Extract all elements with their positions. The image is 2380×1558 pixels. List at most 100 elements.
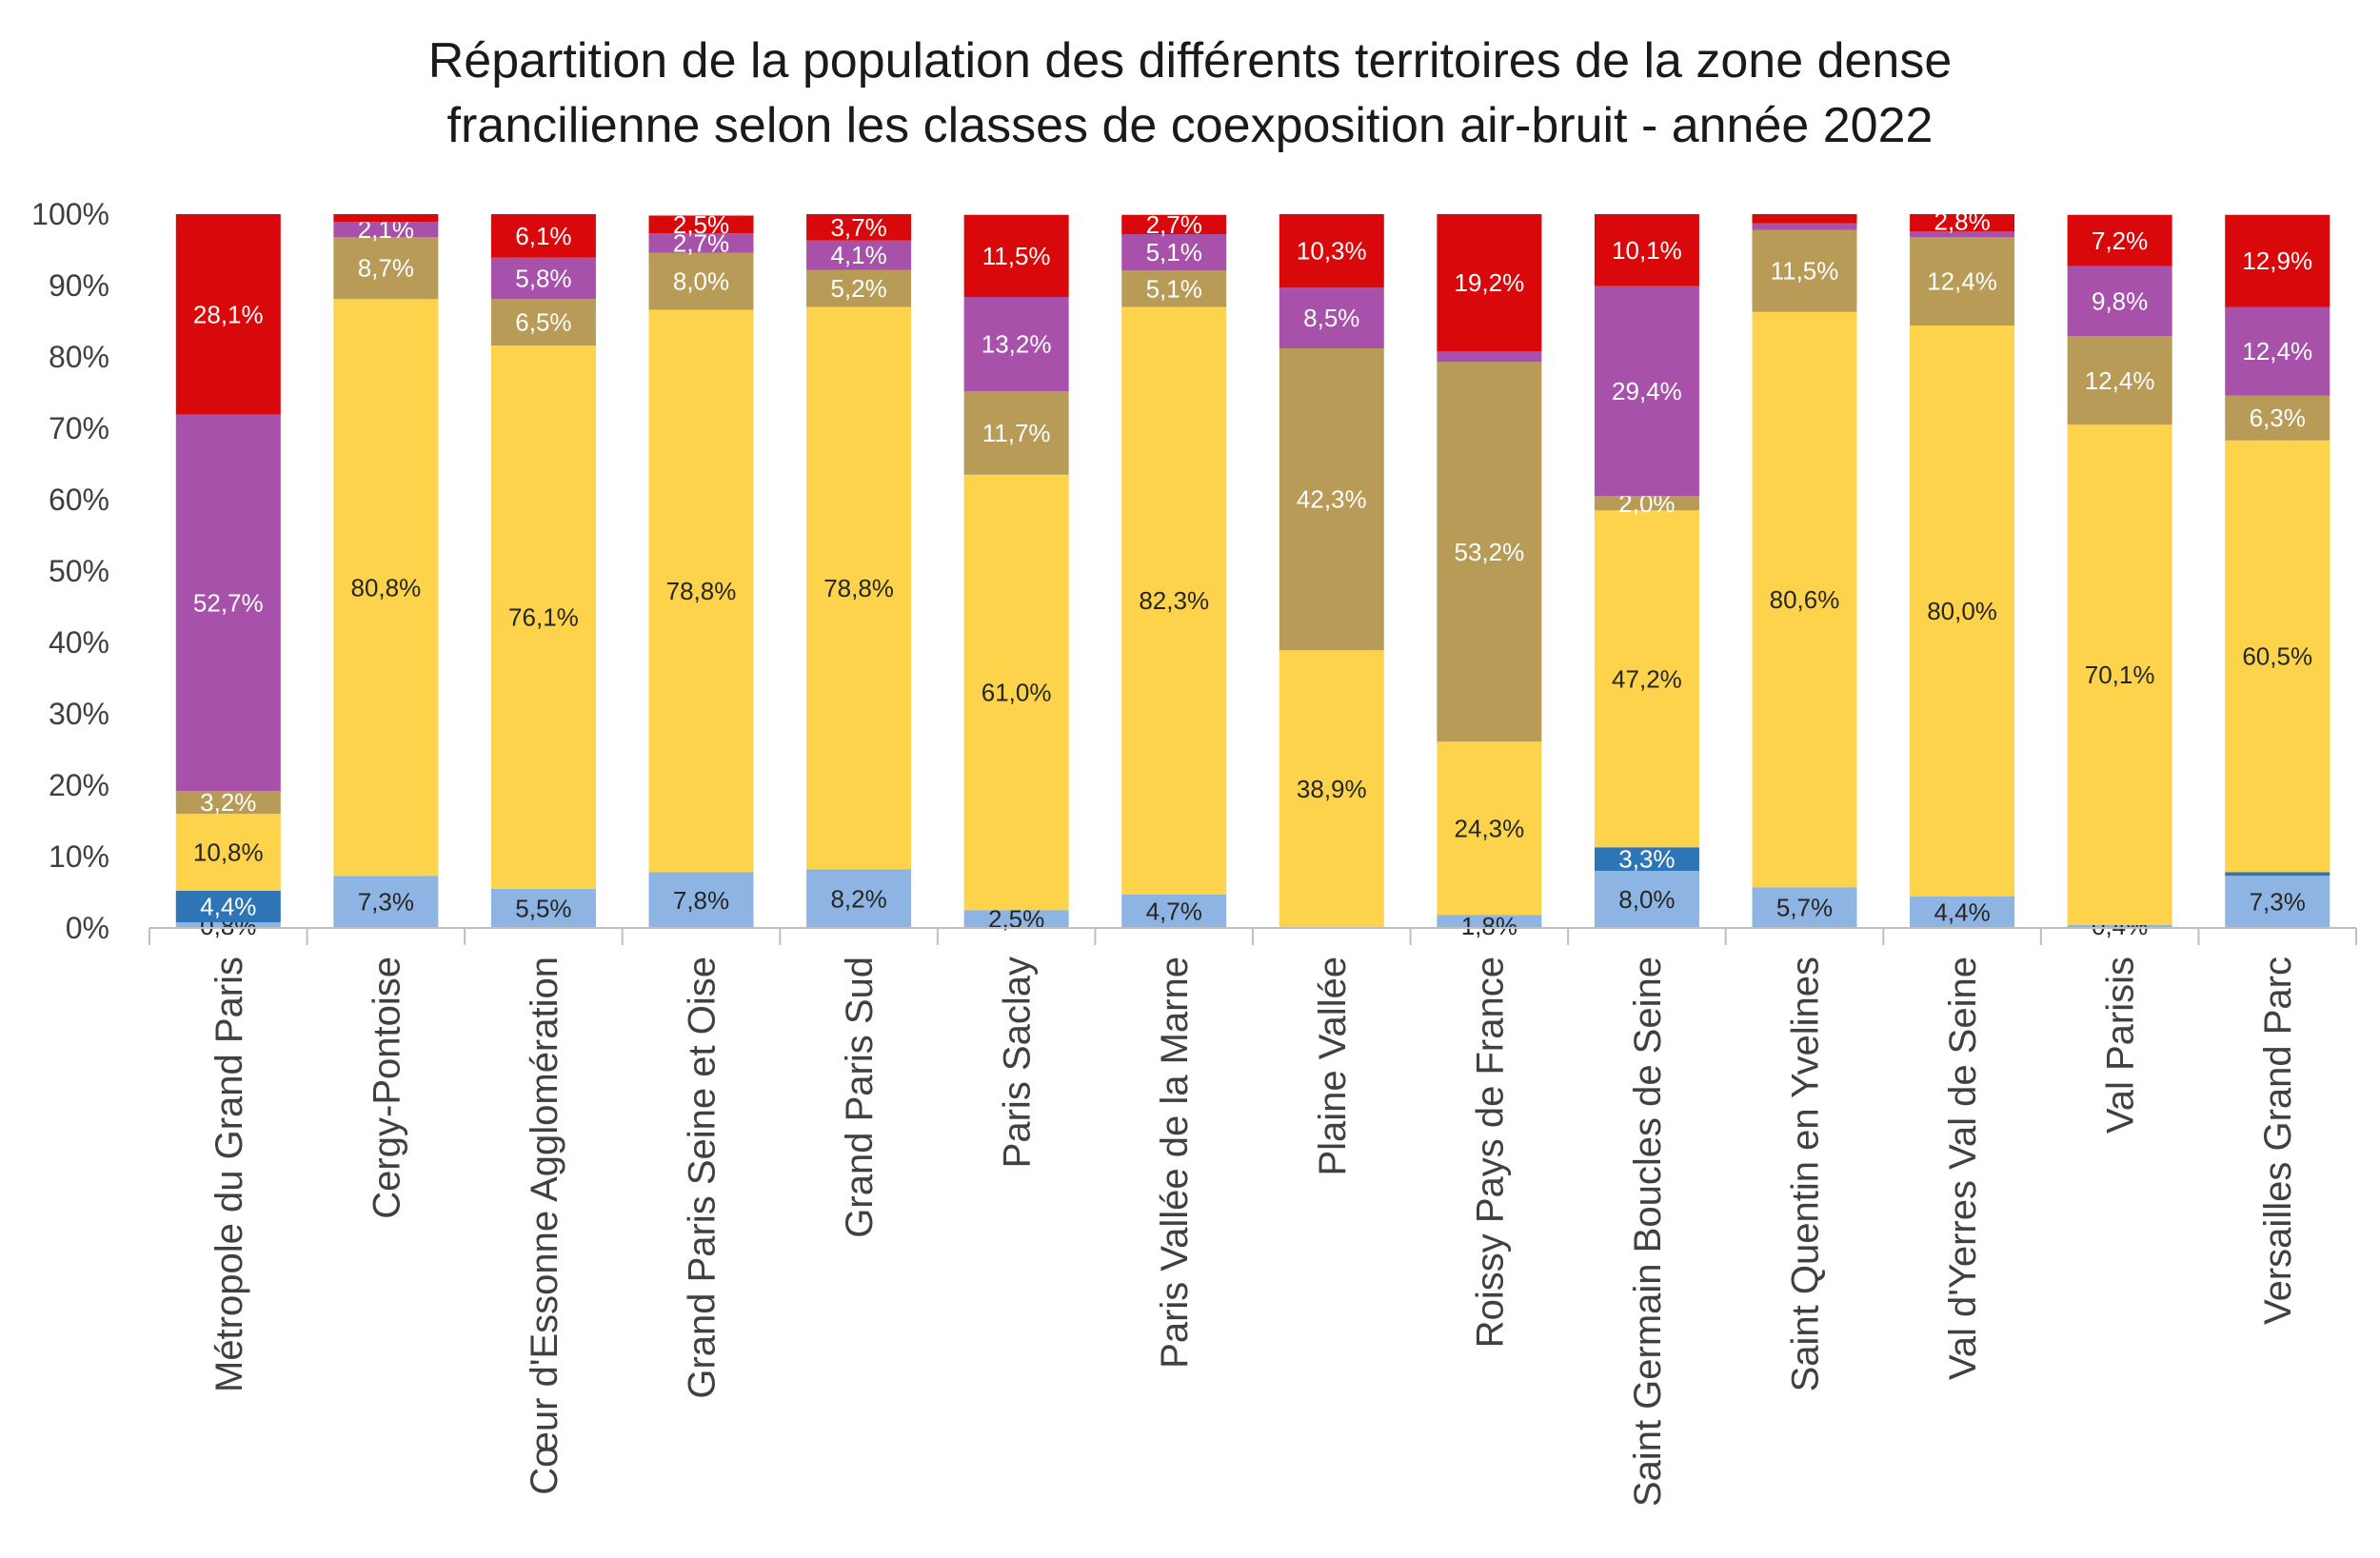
chart-title-line-1: Répartition de la population des différe…: [427, 33, 1953, 89]
bar-segment: [490, 345, 596, 889]
bar-segment: [1594, 286, 1699, 497]
bar-segment: [1594, 847, 1699, 871]
bar-segment: [1437, 214, 1542, 351]
bar-segment: [490, 214, 596, 258]
data-label: 3,7%: [830, 213, 886, 242]
data-label: 11,7%: [982, 419, 1051, 447]
data-label: 11,5%: [1771, 257, 1839, 286]
data-label: 7,8%: [673, 886, 729, 915]
bar-segment: [1594, 871, 1699, 928]
data-label: 7,3%: [2250, 888, 2306, 917]
bar-segment: [1437, 741, 1542, 916]
data-label: 10,1%: [1612, 236, 1682, 265]
data-label: 7,3%: [358, 888, 414, 917]
chart-title: Répartition de la population des différe…: [0, 29, 2380, 158]
data-label: 70,1%: [2085, 661, 2155, 689]
bar-segment: [1910, 214, 2015, 231]
bars: 0,8%4,4%10,8%3,2%52,7%28,1%7,3%80,8%8,7%…: [175, 207, 2330, 940]
category-label: Grand Paris Sud: [839, 956, 881, 1238]
y-tick-label: 30%: [49, 697, 109, 731]
y-tick-label: 100%: [31, 197, 109, 231]
data-label: 12,4%: [2242, 337, 2312, 365]
data-label: 6,3%: [2250, 404, 2306, 432]
data-label: 61,0%: [982, 679, 1052, 707]
data-label: 6,5%: [515, 308, 571, 337]
bar-segment: [2225, 395, 2330, 441]
data-label: 82,3%: [1139, 586, 1209, 615]
bar-segment: [1121, 214, 1227, 234]
bar-segment: [490, 299, 596, 345]
category-label: Paris Vallée de la Marne: [1154, 956, 1196, 1369]
data-label: 8,2%: [830, 884, 886, 913]
bar-segment: [1752, 223, 1857, 230]
data-label: 4,4%: [200, 893, 256, 921]
category-label: Plaine Vallée: [1312, 956, 1354, 1176]
bar-segment: [2225, 306, 2330, 396]
data-label: 7,2%: [2092, 227, 2148, 255]
y-tick-label: 60%: [49, 483, 109, 517]
category-label: Saint Germain Boucles de Seine: [1627, 956, 1669, 1507]
y-tick-label: 80%: [49, 340, 109, 374]
data-label: 5,1%: [1146, 238, 1202, 266]
category-label: Val Parisis: [2100, 956, 2142, 1134]
data-label: 2,7%: [673, 228, 729, 257]
bar-segment: [806, 240, 912, 270]
data-label: 3,3%: [1618, 845, 1675, 874]
bar-segment: [1437, 351, 1542, 363]
bar-segment: [963, 474, 1069, 911]
data-label: 53,2%: [1454, 538, 1524, 566]
bar-segment: [175, 891, 281, 922]
bar-segment: [333, 299, 439, 877]
bar-segment: [963, 297, 1069, 391]
bar-segment: [1279, 348, 1384, 651]
data-label: 80,0%: [1927, 597, 1997, 625]
bar-segment: [1910, 237, 2015, 325]
data-label: 52,7%: [193, 588, 264, 617]
bar-segment: [2225, 440, 2330, 873]
bar-segment: [1121, 306, 1227, 895]
data-label: 2,8%: [1934, 207, 1990, 236]
chart-title-line-2: francilienne selon les classes de coexpo…: [446, 98, 1934, 153]
bar-segment: [806, 214, 912, 241]
category-label: Métropole du Grand Paris: [208, 956, 250, 1392]
bar-segment: [1752, 214, 1857, 224]
data-label: 12,9%: [2242, 247, 2312, 275]
data-label: 9,8%: [2092, 287, 2148, 316]
data-label: 11,5%: [982, 242, 1051, 270]
bar-segment: [333, 237, 439, 300]
y-tick-label: 20%: [49, 768, 109, 802]
data-label: 5,5%: [515, 894, 571, 922]
bar-segment: [490, 257, 596, 300]
x-axis: Métropole du Grand Paris Cergy-Pontoise Cœ…: [149, 927, 2357, 1507]
data-label: 10,8%: [193, 838, 264, 867]
y-tick-label: 90%: [49, 268, 109, 303]
data-label: 80,6%: [1770, 585, 1840, 614]
y-axis: 0% 10% 20% 30% 40% 50% 60% 70% 80% 90% 100%: [31, 197, 109, 945]
category-label: Paris Saclay: [997, 956, 1039, 1168]
bar-segment: [806, 269, 912, 307]
data-label: 1,8%: [1461, 912, 1517, 940]
y-tick-label: 50%: [49, 554, 109, 588]
data-label: 6,1%: [515, 222, 571, 250]
data-label: 5,2%: [830, 274, 886, 303]
bar-segment: [2067, 925, 2172, 928]
bar-segment: [1752, 311, 1857, 888]
bar-segment: [1279, 214, 1384, 288]
data-label: 3,2%: [200, 788, 256, 817]
bar-segment: [2225, 876, 2330, 928]
bar-segment: [806, 306, 912, 870]
data-label: 5,1%: [1146, 274, 1202, 303]
bar-segment: [1910, 231, 2015, 237]
data-label: 42,3%: [1297, 485, 1367, 514]
data-label: 78,8%: [823, 574, 894, 602]
data-label: 19,2%: [1454, 268, 1524, 297]
data-label: 8,0%: [673, 267, 729, 296]
data-label: 8,0%: [1618, 885, 1675, 914]
data-label: 12,4%: [1927, 267, 1997, 296]
data-label: 13,2%: [982, 330, 1052, 359]
bar-segment: [2067, 336, 2172, 425]
bar-segment: [1910, 325, 2015, 897]
bar-segment: [963, 391, 1069, 475]
bar-segment: [490, 888, 596, 928]
data-label: 78,8%: [666, 577, 737, 605]
